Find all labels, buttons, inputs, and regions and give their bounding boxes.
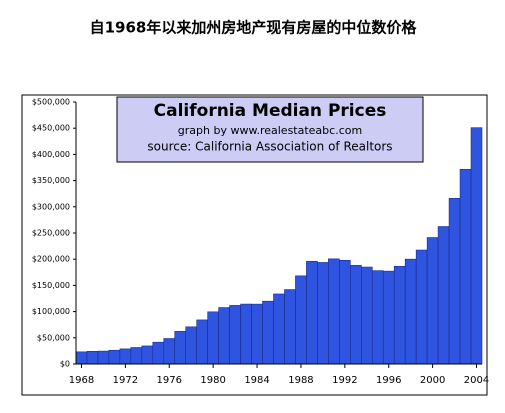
chart-subtitle: graph by www.realestateabc.com [178, 124, 362, 137]
bar [328, 258, 340, 365]
bar [97, 350, 110, 365]
bar [152, 341, 165, 365]
x-tick-label: 1984 [244, 375, 269, 386]
x-tick-label: 1976 [157, 375, 182, 386]
bar [130, 347, 143, 365]
x-tick-label: 1968 [69, 375, 94, 386]
bar [196, 319, 208, 365]
y-tick-label: $200,000 [32, 255, 70, 264]
bar [141, 345, 154, 365]
x-tick-label: 1972 [113, 375, 138, 386]
y-tick-label: $250,000 [32, 229, 70, 238]
bar [470, 127, 483, 365]
y-tick-label: $100,000 [32, 307, 70, 316]
bar [371, 270, 384, 365]
bar [350, 265, 362, 365]
bar [415, 249, 428, 365]
bar [295, 275, 307, 365]
y-tick-label: $150,000 [32, 281, 70, 290]
y-tick-label: $450,000 [32, 124, 70, 133]
y-tick-label: $350,000 [32, 176, 70, 185]
title-box [116, 96, 424, 163]
bar [163, 338, 176, 365]
bar [437, 226, 450, 365]
x-tick-label: 1992 [332, 375, 357, 386]
bar [229, 305, 241, 365]
y-tick-label: $50,000 [37, 333, 70, 342]
bar [119, 348, 132, 365]
bar [174, 331, 187, 365]
x-tick-label: 1996 [376, 375, 401, 386]
x-tick-label: 2000 [420, 375, 445, 386]
bar [108, 349, 121, 365]
bar [360, 266, 373, 365]
x-tick-label: 2004 [464, 375, 489, 386]
bar [240, 303, 252, 365]
bar [426, 237, 439, 365]
bar [284, 289, 296, 365]
chart-source: source: California Association of Realto… [147, 140, 392, 154]
bar [448, 198, 461, 365]
bar [273, 293, 285, 365]
bar [393, 265, 406, 365]
chart-title: California Median Prices [154, 101, 387, 121]
y-tick-label: $500,000 [32, 98, 70, 107]
bar [459, 169, 472, 365]
bar [75, 351, 88, 365]
bar [251, 303, 263, 365]
bar [185, 326, 198, 365]
y-tick-label: $400,000 [32, 150, 70, 159]
bar [306, 260, 318, 365]
bar [382, 270, 395, 365]
bar [262, 300, 274, 365]
bar [404, 258, 417, 365]
x-tick-label: 1980 [200, 375, 225, 386]
bar [218, 307, 230, 365]
bar [339, 260, 351, 365]
y-tick-label: $0 [60, 360, 70, 369]
bar [317, 262, 329, 365]
bar [86, 351, 99, 365]
page-heading: 自1968年以来加州房地产现有房屋的中位数价格 [90, 19, 418, 37]
bar [207, 311, 219, 365]
x-tick-label: 1988 [288, 375, 313, 386]
y-tick-label: $300,000 [32, 202, 70, 211]
